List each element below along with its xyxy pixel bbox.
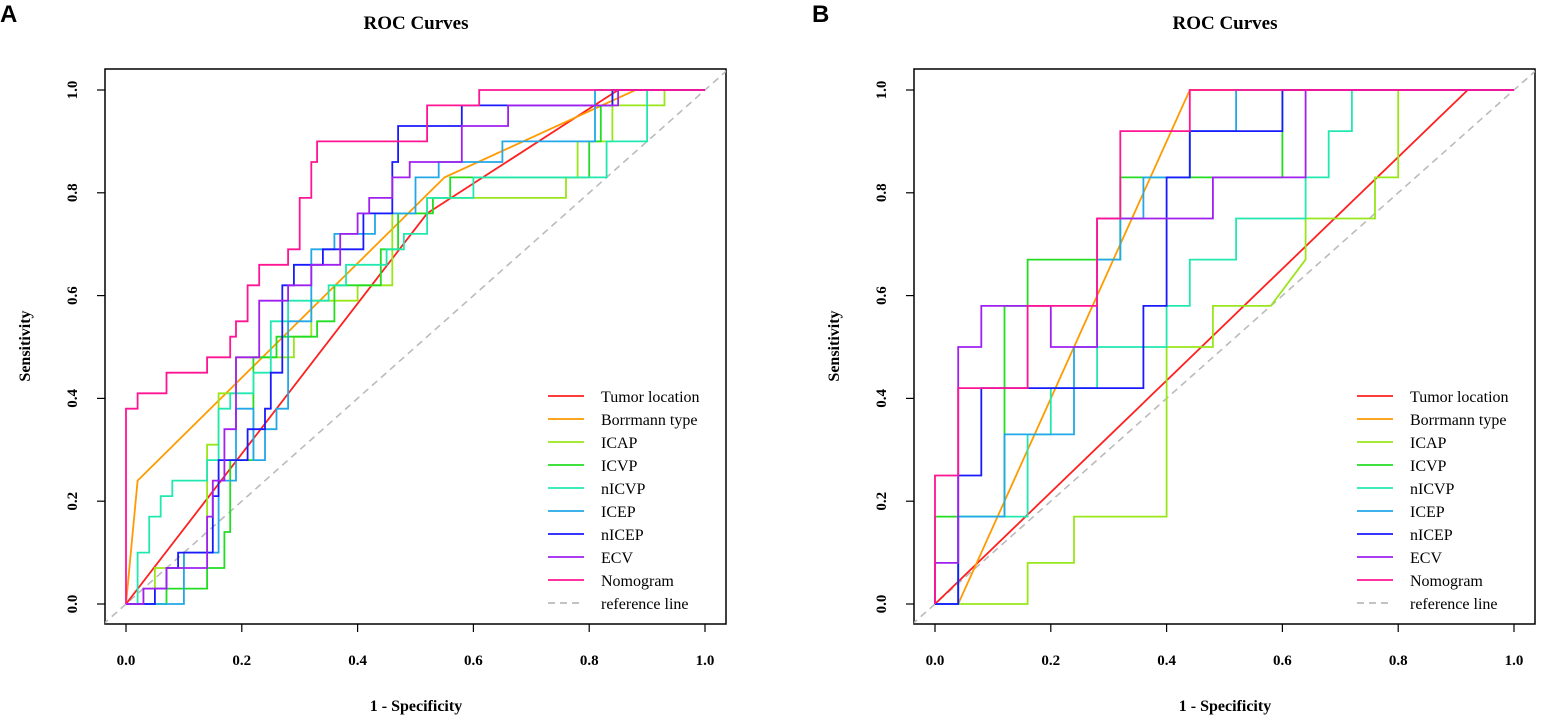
roc-curve-ecv — [126, 89, 705, 605]
legend-label: nICVP — [1410, 481, 1455, 498]
x-tick-label: 0.8 — [580, 653, 599, 669]
legend-label: Borrmann type — [1410, 412, 1506, 429]
roc-curve-nomogram — [125, 89, 705, 604]
roc-curve-icap — [935, 89, 1514, 605]
legend-label: nICEP — [1410, 527, 1453, 544]
chart-title-b: ROC Curves — [1172, 13, 1277, 34]
legend-label: Nomogram — [601, 573, 674, 590]
legend-label: Tumor location — [601, 389, 700, 406]
y-axis-label-a: Sensitivity — [17, 310, 34, 381]
y-tick-label: 0.2 — [65, 492, 81, 511]
roc-curve-nicep — [935, 89, 1514, 605]
legend-label: ICEP — [1410, 504, 1445, 521]
legend-a: Tumor location Borrmann type ICAP ICVP nICVP… — [548, 389, 700, 613]
roc-curve-nicvp — [935, 89, 1514, 605]
legend-label: ICAP — [1410, 435, 1447, 452]
y-tick-label: 0.4 — [65, 389, 81, 408]
roc-curve-ecv — [934, 89, 1514, 604]
curves-a — [105, 70, 726, 624]
y-tick-label: 1.0 — [874, 81, 890, 100]
legend-label: reference line — [601, 596, 688, 613]
legend-label: ECV — [1410, 550, 1442, 567]
roc-curve-nicep — [126, 89, 705, 605]
chart-title-a: ROC Curves — [363, 13, 468, 34]
roc-curve-reference-line — [914, 70, 1535, 624]
x-tick-label: 0.0 — [117, 653, 136, 669]
legend-label: Tumor location — [1410, 389, 1509, 406]
panel-letter-a: A — [0, 1, 17, 28]
legend-label: nICEP — [601, 527, 644, 544]
x-tick-label: 1.0 — [1505, 653, 1524, 669]
x-tick-label: 0.4 — [1157, 653, 1176, 669]
x-tick-label: 0.2 — [1041, 653, 1060, 669]
legend-label: ICVP — [601, 458, 638, 475]
panel-a: A ROC Curves 0.0 0.2 0.4 0.6 0.8 1.0 0.0 0.2 0.4… — [0, 1, 727, 715]
x-axis-label-b: 1 - Specificity — [1179, 698, 1271, 715]
plot-frame-b — [913, 68, 1536, 625]
roc-curve-nicvp — [126, 89, 705, 605]
legend-b: Tumor location Borrmann type ICAP ICVP nICVP… — [1357, 389, 1509, 613]
ticks-a: 0.0 0.2 0.4 0.6 0.8 1.0 0.0 0.2 0.4 0.6 0.8 1.0 — [65, 81, 714, 669]
x-tick-label: 0.0 — [926, 653, 945, 669]
legend-label: ICAP — [601, 435, 638, 452]
x-tick-label: 0.6 — [1273, 653, 1292, 669]
y-tick-label: 0.2 — [874, 492, 890, 511]
roc-curve-nomogram — [934, 89, 1514, 604]
y-tick-label: 0.8 — [65, 183, 81, 202]
x-tick-label: 0.4 — [348, 653, 367, 669]
x-tick-label: 0.6 — [464, 653, 483, 669]
y-tick-label: 0.6 — [65, 286, 81, 305]
legend-label: ECV — [601, 550, 633, 567]
plot-frame-a — [104, 68, 727, 625]
curves-b — [914, 70, 1535, 624]
x-axis-label-a: 1 - Specificity — [370, 698, 462, 715]
y-tick-label: 0.4 — [874, 389, 890, 408]
y-tick-label: 0.0 — [65, 595, 81, 614]
legend-label: ICVP — [1410, 458, 1447, 475]
x-tick-label: 0.8 — [1389, 653, 1408, 669]
x-tick-label: 1.0 — [696, 653, 715, 669]
panel-letter-b: B — [812, 1, 829, 28]
x-tick-label: 0.2 — [232, 653, 251, 669]
legend-label: nICVP — [601, 481, 646, 498]
ticks-b: 0.0 0.2 0.4 0.6 0.8 1.0 0.0 0.2 0.4 0.6 0.8 1.0 — [874, 81, 1523, 669]
roc-curve-icvp — [126, 89, 705, 605]
legend-label: Nomogram — [1410, 573, 1483, 590]
legend-label: ICEP — [601, 504, 636, 521]
y-tick-label: 0.8 — [874, 183, 890, 202]
y-tick-label: 0.6 — [874, 286, 890, 305]
panel-b: B ROC Curves 0.0 0.2 0.4 0.6 0.8 1.0 0.0 0.2 0.4… — [812, 1, 1536, 715]
legend-label: reference line — [1410, 596, 1497, 613]
y-tick-label: 1.0 — [65, 81, 81, 100]
legend-label: Borrmann type — [601, 412, 697, 429]
y-axis-label-b: Sensitivity — [826, 310, 843, 381]
roc-curve-reference-line — [105, 70, 726, 624]
y-tick-label: 0.0 — [874, 595, 890, 614]
